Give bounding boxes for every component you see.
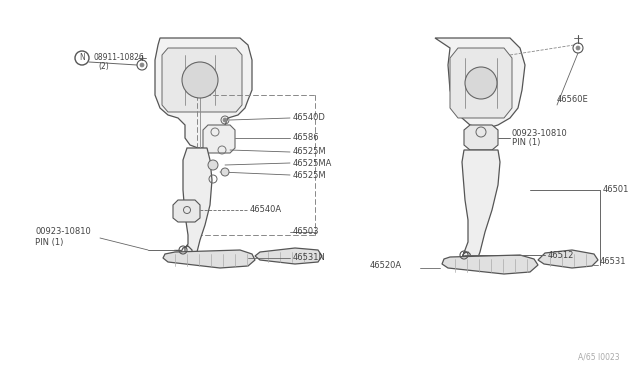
Text: 46525M: 46525M — [293, 170, 326, 180]
Text: 46501: 46501 — [603, 186, 629, 195]
Circle shape — [223, 118, 227, 122]
Text: 46503: 46503 — [293, 228, 319, 237]
Text: 08911-10826: 08911-10826 — [93, 54, 144, 62]
Text: 46586: 46586 — [293, 134, 319, 142]
Text: 46540A: 46540A — [250, 205, 282, 215]
Text: 46525MA: 46525MA — [293, 158, 332, 167]
Polygon shape — [255, 248, 322, 264]
Polygon shape — [450, 48, 512, 118]
Text: PIN (1): PIN (1) — [512, 138, 540, 148]
Polygon shape — [163, 250, 255, 268]
Polygon shape — [464, 125, 498, 150]
Polygon shape — [173, 200, 200, 222]
Text: N: N — [79, 54, 85, 62]
Text: 46525M: 46525M — [293, 148, 326, 157]
Circle shape — [465, 67, 497, 99]
Circle shape — [182, 62, 218, 98]
Text: (2): (2) — [98, 62, 109, 71]
Circle shape — [576, 46, 580, 50]
Text: PIN (1): PIN (1) — [35, 237, 63, 247]
Polygon shape — [162, 48, 242, 112]
Text: 46560E: 46560E — [557, 96, 589, 105]
Text: 46531N: 46531N — [293, 253, 326, 263]
Text: 00923-10810: 00923-10810 — [512, 128, 568, 138]
Polygon shape — [462, 150, 500, 265]
Polygon shape — [203, 125, 235, 153]
Circle shape — [208, 160, 218, 170]
Polygon shape — [442, 255, 538, 274]
Circle shape — [140, 63, 144, 67]
Circle shape — [221, 168, 229, 176]
Text: 00923-10810: 00923-10810 — [35, 228, 91, 237]
Text: 46531: 46531 — [600, 257, 627, 266]
Text: 46540D: 46540D — [293, 113, 326, 122]
Polygon shape — [181, 148, 212, 260]
Text: 46520A: 46520A — [370, 260, 402, 269]
Text: 46512: 46512 — [548, 250, 574, 260]
Polygon shape — [435, 38, 525, 128]
Polygon shape — [155, 38, 252, 148]
Polygon shape — [538, 250, 598, 268]
Text: A/65 I0023: A/65 I0023 — [579, 353, 620, 362]
